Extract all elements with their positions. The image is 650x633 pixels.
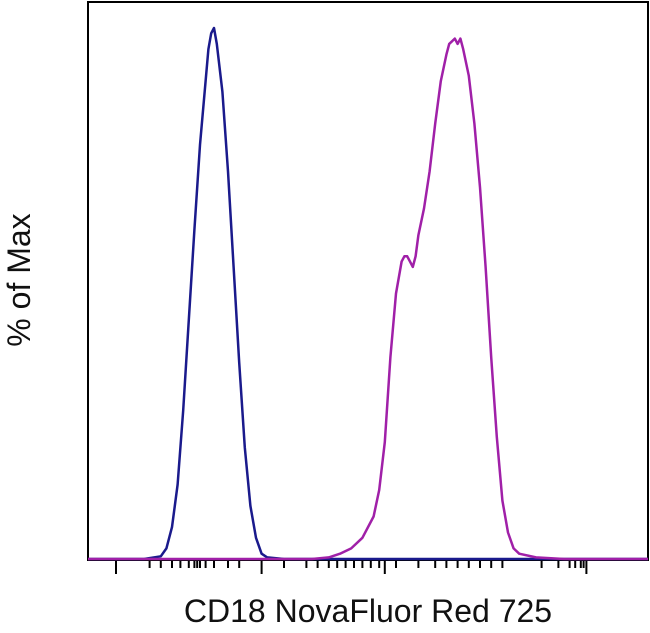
plot-frame [87, 1, 649, 561]
series-line-1 [88, 37, 648, 561]
series-layer [88, 26, 648, 561]
y-axis-label: % of Max [1, 213, 37, 346]
x-axis-ticks [115, 560, 588, 574]
x-axis-label: CD18 NovaFluor Red 725 [184, 593, 552, 629]
series-line-0 [88, 26, 648, 561]
